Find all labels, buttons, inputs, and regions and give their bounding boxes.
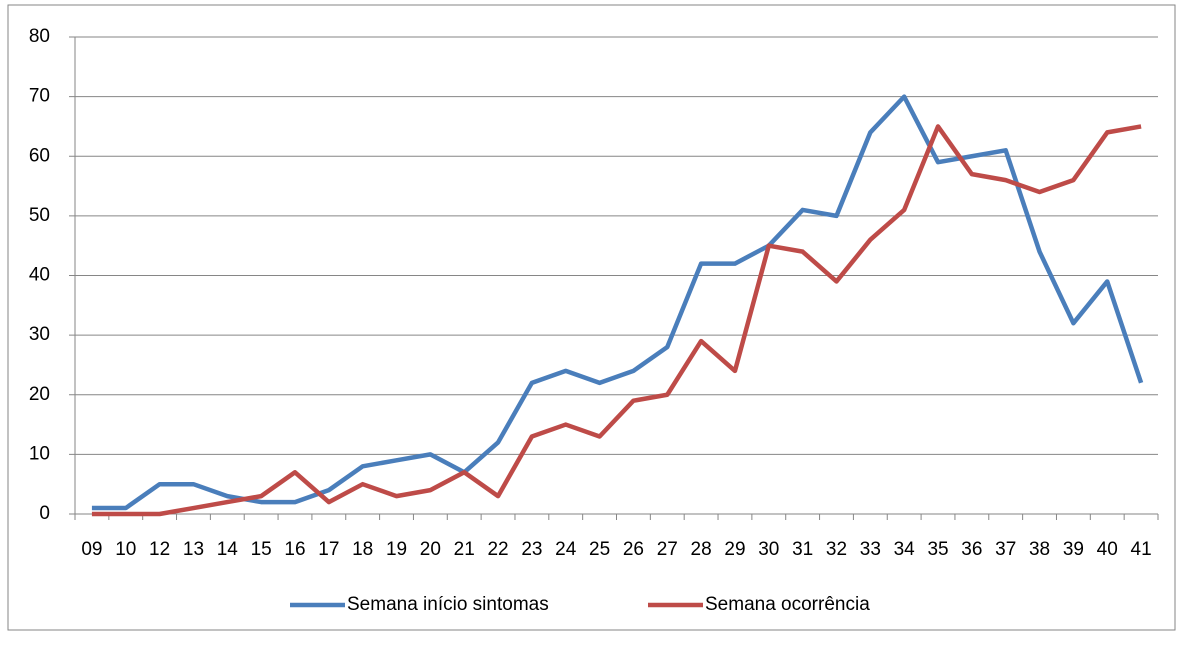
x-tick-label: 28 [691,539,712,560]
x-tick-label: 21 [454,539,475,560]
y-tick-label: 20 [29,384,50,405]
x-tick-label: 13 [183,539,204,560]
x-tick-label: 34 [894,539,916,560]
y-tick-label: 60 [29,145,50,166]
x-tick-label: 10 [115,539,136,560]
x-tick-label: 22 [487,539,508,560]
y-tick-label: 0 [39,503,50,524]
x-tick-label: 17 [318,539,339,560]
chart-border [7,4,1176,631]
x-tick-label: 40 [1097,539,1118,560]
x-tick-label: 31 [792,539,813,560]
x-tick-label: 26 [623,539,644,560]
x-tick-label: 38 [1029,539,1050,560]
y-tick-label: 40 [29,265,50,286]
x-tick-label: 29 [724,539,745,560]
x-tick-label: 35 [927,539,948,560]
x-tick-label: 15 [251,539,272,560]
x-tick-label: 14 [217,539,239,560]
x-tick-label: 37 [995,539,1016,560]
y-tick-label: 50 [29,205,50,226]
series-line [91,124,1142,517]
y-tick-label: 30 [29,324,50,345]
x-tick-label: 09 [81,539,102,560]
y-tick-label: 70 [29,86,50,107]
x-tick-label: 23 [521,539,542,560]
y-tick-label: 10 [29,443,50,464]
x-tick-label: 36 [961,539,982,560]
x-tick-label: 32 [826,539,847,560]
x-tick-label: 19 [386,539,407,560]
x-tick-label: 20 [420,539,441,560]
x-tick-label: 18 [352,539,373,560]
x-tick-label: 27 [657,539,678,560]
x-tick-label: 33 [860,539,881,560]
x-tick-label: 16 [284,539,305,560]
legend-label: Semana início sintomas [347,594,549,615]
x-tick-label: 41 [1131,539,1152,560]
x-tick-label: 24 [555,539,577,560]
x-tick-label: 30 [758,539,779,560]
x-tick-label: 39 [1063,539,1084,560]
series-line [91,94,1144,511]
x-tick-label: 25 [589,539,610,560]
y-tick-label: 80 [29,26,50,47]
x-tick-label: 12 [149,539,170,560]
legend-label: Semana ocorrência [705,594,870,615]
